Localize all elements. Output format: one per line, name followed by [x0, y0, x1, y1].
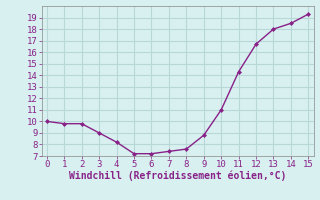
X-axis label: Windchill (Refroidissement éolien,°C): Windchill (Refroidissement éolien,°C) — [69, 171, 286, 181]
